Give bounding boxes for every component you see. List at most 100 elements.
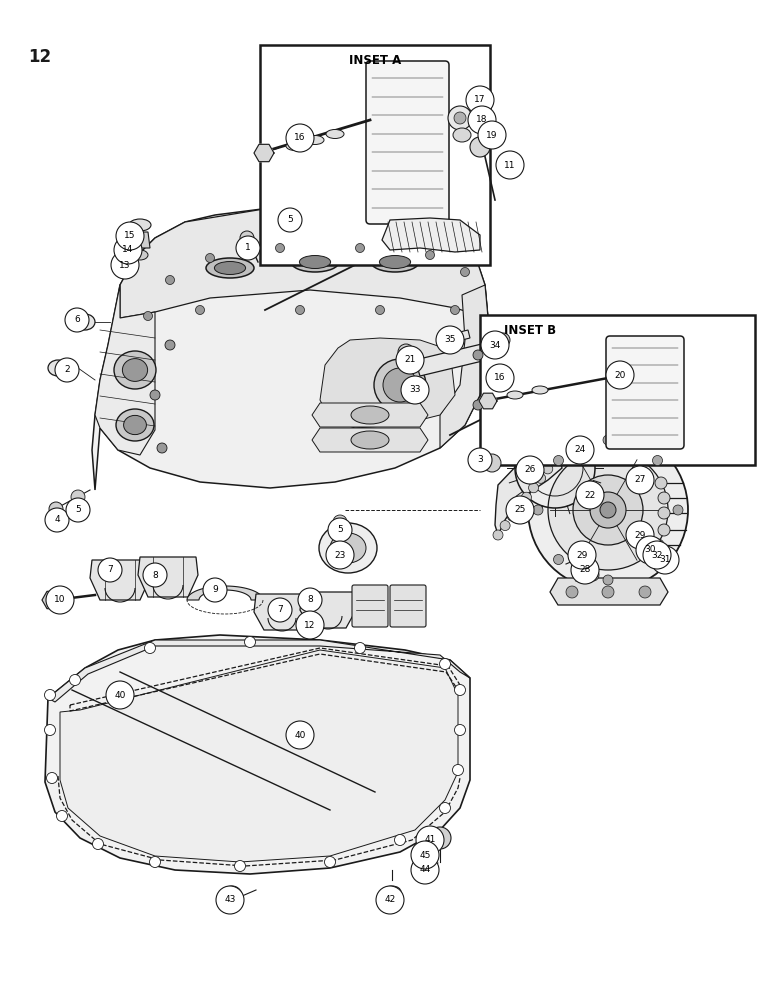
Ellipse shape	[300, 255, 330, 268]
Circle shape	[286, 124, 314, 152]
Text: 13: 13	[119, 260, 130, 269]
Ellipse shape	[116, 409, 154, 441]
Circle shape	[658, 524, 670, 536]
Circle shape	[454, 112, 466, 124]
Text: 45: 45	[419, 850, 431, 859]
Circle shape	[529, 483, 539, 493]
Circle shape	[473, 350, 483, 360]
Text: 12: 12	[28, 48, 51, 66]
Text: 40: 40	[294, 730, 306, 740]
Circle shape	[56, 810, 67, 822]
Ellipse shape	[319, 523, 377, 573]
Circle shape	[205, 253, 215, 262]
Ellipse shape	[383, 368, 417, 402]
Text: 11: 11	[504, 160, 516, 169]
Circle shape	[55, 358, 79, 382]
Text: 43: 43	[225, 896, 235, 904]
Circle shape	[416, 826, 444, 854]
Circle shape	[376, 886, 404, 914]
Circle shape	[466, 86, 494, 114]
Polygon shape	[120, 207, 488, 318]
Circle shape	[222, 886, 242, 906]
Text: 19: 19	[486, 130, 498, 139]
Circle shape	[45, 508, 69, 532]
Circle shape	[543, 464, 553, 474]
Circle shape	[203, 578, 227, 602]
Circle shape	[296, 611, 324, 639]
Polygon shape	[92, 207, 488, 490]
Circle shape	[45, 724, 56, 736]
Circle shape	[603, 435, 613, 445]
Circle shape	[425, 250, 435, 259]
Circle shape	[144, 643, 155, 654]
Text: 44: 44	[419, 865, 431, 874]
Circle shape	[46, 772, 57, 784]
Ellipse shape	[351, 431, 389, 449]
Polygon shape	[187, 586, 263, 600]
Ellipse shape	[383, 886, 401, 898]
Circle shape	[106, 681, 134, 709]
Ellipse shape	[206, 258, 254, 278]
Circle shape	[150, 856, 161, 867]
Polygon shape	[45, 635, 470, 874]
Circle shape	[452, 764, 463, 776]
Text: 2: 2	[64, 365, 69, 374]
Circle shape	[548, 450, 668, 570]
Text: 17: 17	[474, 96, 486, 104]
Circle shape	[626, 466, 654, 494]
Text: 15: 15	[124, 232, 136, 240]
Circle shape	[590, 492, 626, 528]
FancyBboxPatch shape	[366, 61, 449, 224]
Ellipse shape	[124, 415, 147, 435]
Circle shape	[436, 326, 464, 354]
Circle shape	[326, 541, 354, 569]
Text: 8: 8	[152, 570, 158, 580]
Circle shape	[455, 724, 466, 736]
Circle shape	[114, 236, 142, 264]
Text: 27: 27	[635, 476, 645, 485]
Circle shape	[483, 454, 501, 472]
Circle shape	[144, 312, 153, 320]
Circle shape	[66, 498, 90, 522]
FancyBboxPatch shape	[352, 585, 388, 627]
Circle shape	[411, 856, 439, 884]
Circle shape	[521, 492, 531, 502]
Circle shape	[461, 267, 469, 276]
Circle shape	[93, 838, 103, 850]
Text: 25: 25	[514, 506, 526, 514]
Circle shape	[165, 275, 174, 284]
Text: 21: 21	[405, 356, 415, 364]
Ellipse shape	[507, 391, 523, 399]
Text: 26: 26	[524, 466, 536, 475]
Circle shape	[626, 521, 654, 549]
Circle shape	[375, 306, 384, 314]
Circle shape	[451, 306, 459, 314]
Circle shape	[296, 306, 304, 314]
Polygon shape	[300, 592, 356, 628]
Ellipse shape	[286, 141, 304, 150]
Circle shape	[468, 106, 496, 134]
Circle shape	[486, 364, 514, 392]
Circle shape	[602, 586, 614, 598]
Circle shape	[216, 886, 244, 914]
Text: 5: 5	[337, 526, 343, 534]
Text: 20: 20	[615, 370, 625, 379]
Circle shape	[448, 106, 472, 130]
Circle shape	[577, 552, 589, 564]
Circle shape	[507, 511, 517, 521]
Circle shape	[651, 546, 679, 574]
Circle shape	[398, 344, 414, 360]
Ellipse shape	[114, 351, 156, 389]
Text: 8: 8	[307, 595, 313, 604]
Text: 3: 3	[477, 456, 482, 464]
Circle shape	[658, 492, 670, 504]
Circle shape	[421, 861, 435, 875]
Text: 29: 29	[577, 550, 587, 560]
Circle shape	[65, 308, 89, 332]
Polygon shape	[312, 428, 428, 452]
Polygon shape	[130, 232, 150, 248]
Polygon shape	[479, 393, 497, 409]
Circle shape	[283, 211, 297, 225]
Polygon shape	[440, 285, 488, 448]
Text: INSET B: INSET B	[504, 324, 556, 338]
